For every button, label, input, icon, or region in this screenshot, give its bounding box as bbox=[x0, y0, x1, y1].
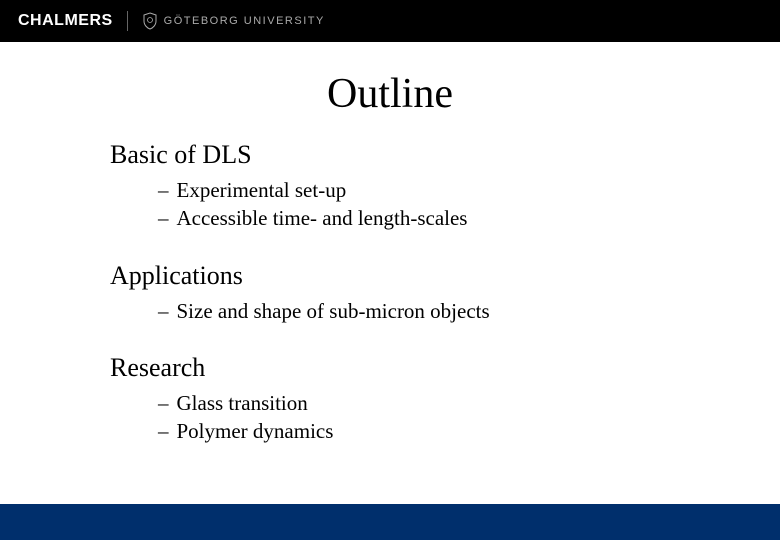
content-area: Basic of DLS –Experimental set-up –Acces… bbox=[110, 140, 670, 474]
header-bar: CHALMERS GÖTEBORG UNIVERSITY bbox=[0, 0, 780, 42]
list-item: –Experimental set-up bbox=[158, 176, 670, 204]
section-1: Applications –Size and shape of sub-micr… bbox=[110, 261, 670, 325]
item-text: Accessible time- and length-scales bbox=[177, 204, 468, 232]
list-item: –Size and shape of sub-micron objects bbox=[158, 297, 670, 325]
item-text: Experimental set-up bbox=[177, 176, 347, 204]
section-heading: Applications bbox=[110, 261, 670, 291]
section-2: Research –Glass transition –Polymer dyna… bbox=[110, 353, 670, 446]
item-text: Glass transition bbox=[177, 389, 308, 417]
footer-bar bbox=[0, 504, 780, 540]
list-item: –Accessible time- and length-scales bbox=[158, 204, 670, 232]
item-text: Size and shape of sub-micron objects bbox=[177, 297, 490, 325]
section-heading: Research bbox=[110, 353, 670, 383]
logo-row: CHALMERS GÖTEBORG UNIVERSITY bbox=[18, 11, 325, 31]
shield-icon bbox=[142, 12, 158, 30]
section-list: –Glass transition –Polymer dynamics bbox=[158, 389, 670, 446]
org1-label: CHALMERS bbox=[18, 12, 113, 30]
section-list: –Experimental set-up –Accessible time- a… bbox=[158, 176, 670, 233]
logo-divider bbox=[127, 11, 128, 31]
org2-block: GÖTEBORG UNIVERSITY bbox=[142, 12, 325, 30]
dash-icon: – bbox=[158, 204, 169, 232]
org2-label: GÖTEBORG UNIVERSITY bbox=[164, 15, 325, 27]
list-item: –Polymer dynamics bbox=[158, 417, 670, 445]
section-heading: Basic of DLS bbox=[110, 140, 670, 170]
section-0: Basic of DLS –Experimental set-up –Acces… bbox=[110, 140, 670, 233]
dash-icon: – bbox=[158, 417, 169, 445]
slide-title: Outline bbox=[0, 70, 780, 118]
dash-icon: – bbox=[158, 176, 169, 204]
list-item: –Glass transition bbox=[158, 389, 670, 417]
dash-icon: – bbox=[158, 389, 169, 417]
dash-icon: – bbox=[158, 297, 169, 325]
slide: CHALMERS GÖTEBORG UNIVERSITY Outline Bas… bbox=[0, 0, 780, 540]
item-text: Polymer dynamics bbox=[177, 417, 334, 445]
section-list: –Size and shape of sub-micron objects bbox=[158, 297, 670, 325]
